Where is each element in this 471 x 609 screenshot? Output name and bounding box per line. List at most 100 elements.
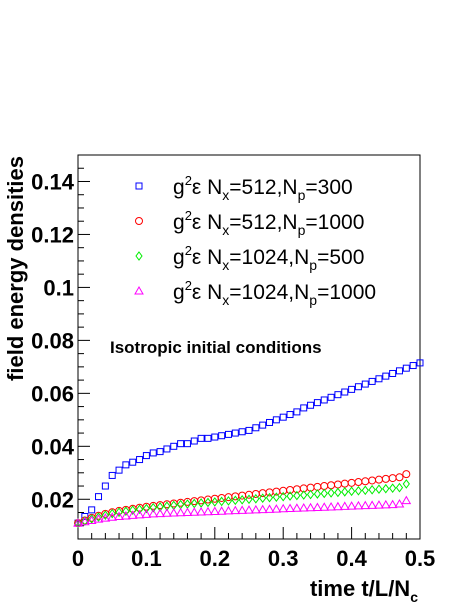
data-point	[395, 473, 404, 482]
data-point	[368, 484, 376, 495]
data-point	[361, 485, 369, 496]
data-point	[401, 495, 412, 505]
data-point	[177, 440, 185, 448]
data-point	[115, 507, 123, 518]
data-point	[360, 500, 371, 510]
data-point	[300, 404, 308, 412]
data-point	[224, 496, 233, 506]
data-point	[216, 506, 227, 515]
data-point	[88, 506, 96, 514]
data-point	[218, 432, 226, 440]
data-point	[121, 510, 131, 520]
data-point	[95, 493, 103, 501]
data-point	[339, 501, 350, 510]
data-point	[319, 502, 330, 511]
data-point	[389, 369, 397, 377]
data-markers	[73, 359, 424, 528]
x-tick-label: 0.1	[131, 546, 162, 571]
data-point	[73, 518, 83, 527]
x-axis-title: time t/L/Nc	[310, 576, 418, 605]
data-point	[257, 504, 268, 514]
data-point	[250, 504, 261, 514]
data-point	[313, 399, 321, 407]
data-point	[88, 514, 96, 524]
data-point	[163, 445, 171, 453]
data-point	[300, 490, 308, 500]
annotation: Isotropic initial conditions	[110, 338, 322, 357]
data-point	[333, 501, 343, 511]
data-point	[149, 502, 157, 513]
data-point	[389, 483, 397, 493]
data-point	[197, 434, 205, 442]
data-point	[127, 510, 138, 519]
data-point	[100, 513, 111, 522]
data-point	[347, 478, 356, 487]
data-point	[388, 474, 397, 483]
data-point	[375, 375, 383, 383]
data-point	[334, 391, 342, 399]
data-point	[326, 501, 336, 511]
x-tick-labels: 0 0.1 0.2 0.3 0.4 0.5	[72, 546, 435, 571]
data-point	[189, 507, 200, 516]
data-point	[279, 491, 287, 502]
data-point	[293, 490, 301, 501]
data-point	[272, 492, 280, 502]
data-point	[259, 493, 267, 504]
legend-entry: g2ε Nx=1024,Np=500	[173, 243, 364, 273]
data-point	[334, 487, 342, 498]
data-point	[129, 505, 137, 515]
data-point	[402, 479, 410, 489]
data-point	[312, 502, 323, 511]
legend-entry: g2ε Nx=512,Np=300	[173, 173, 353, 203]
y-tick-label: 0.04	[31, 434, 75, 459]
x-tick-label: 0.3	[268, 546, 299, 571]
y-tick-label: 0.12	[31, 222, 74, 247]
data-point	[271, 504, 282, 513]
data-point	[354, 485, 363, 496]
data-point	[114, 511, 124, 520]
data-point	[320, 396, 328, 404]
data-point	[238, 428, 246, 436]
data-point	[176, 499, 185, 510]
data-point	[265, 488, 274, 497]
data-point	[347, 486, 356, 497]
data-point	[375, 484, 383, 495]
data-point	[142, 452, 150, 460]
data-point	[272, 416, 280, 424]
data-point	[367, 500, 377, 509]
x-tick-label: 0.5	[405, 546, 436, 571]
data-point	[79, 516, 90, 526]
data-point	[259, 421, 267, 429]
data-point	[168, 508, 179, 517]
data-point	[327, 393, 335, 401]
y-tick-labels: 0.02 0.04 0.06 0.08 0.1 0.12 0.14	[31, 169, 75, 512]
data-point	[196, 506, 206, 516]
data-point	[286, 491, 294, 501]
data-point	[346, 501, 357, 510]
data-point	[203, 506, 213, 516]
data-point	[374, 500, 384, 509]
x-tick-label: 0.4	[336, 546, 367, 571]
x-tick-label: 0.2	[200, 546, 231, 571]
data-point	[286, 411, 294, 419]
y-tick-label: 0.02	[31, 487, 74, 512]
data-point	[333, 480, 342, 489]
data-point	[285, 503, 295, 513]
data-point	[108, 471, 116, 479]
data-point	[149, 449, 157, 457]
data-point	[231, 429, 239, 437]
data-point	[252, 493, 260, 504]
data-point	[306, 489, 315, 500]
y-axis-title: field energy densities	[3, 156, 28, 381]
data-point	[204, 434, 212, 442]
data-point	[382, 372, 390, 380]
data-point	[245, 426, 253, 434]
plot-frame	[77, 154, 421, 540]
data-point	[402, 364, 410, 372]
data-point	[81, 512, 89, 520]
data-point	[224, 430, 232, 438]
data-point	[135, 182, 143, 190]
data-point	[175, 507, 186, 517]
data-point	[340, 479, 349, 488]
